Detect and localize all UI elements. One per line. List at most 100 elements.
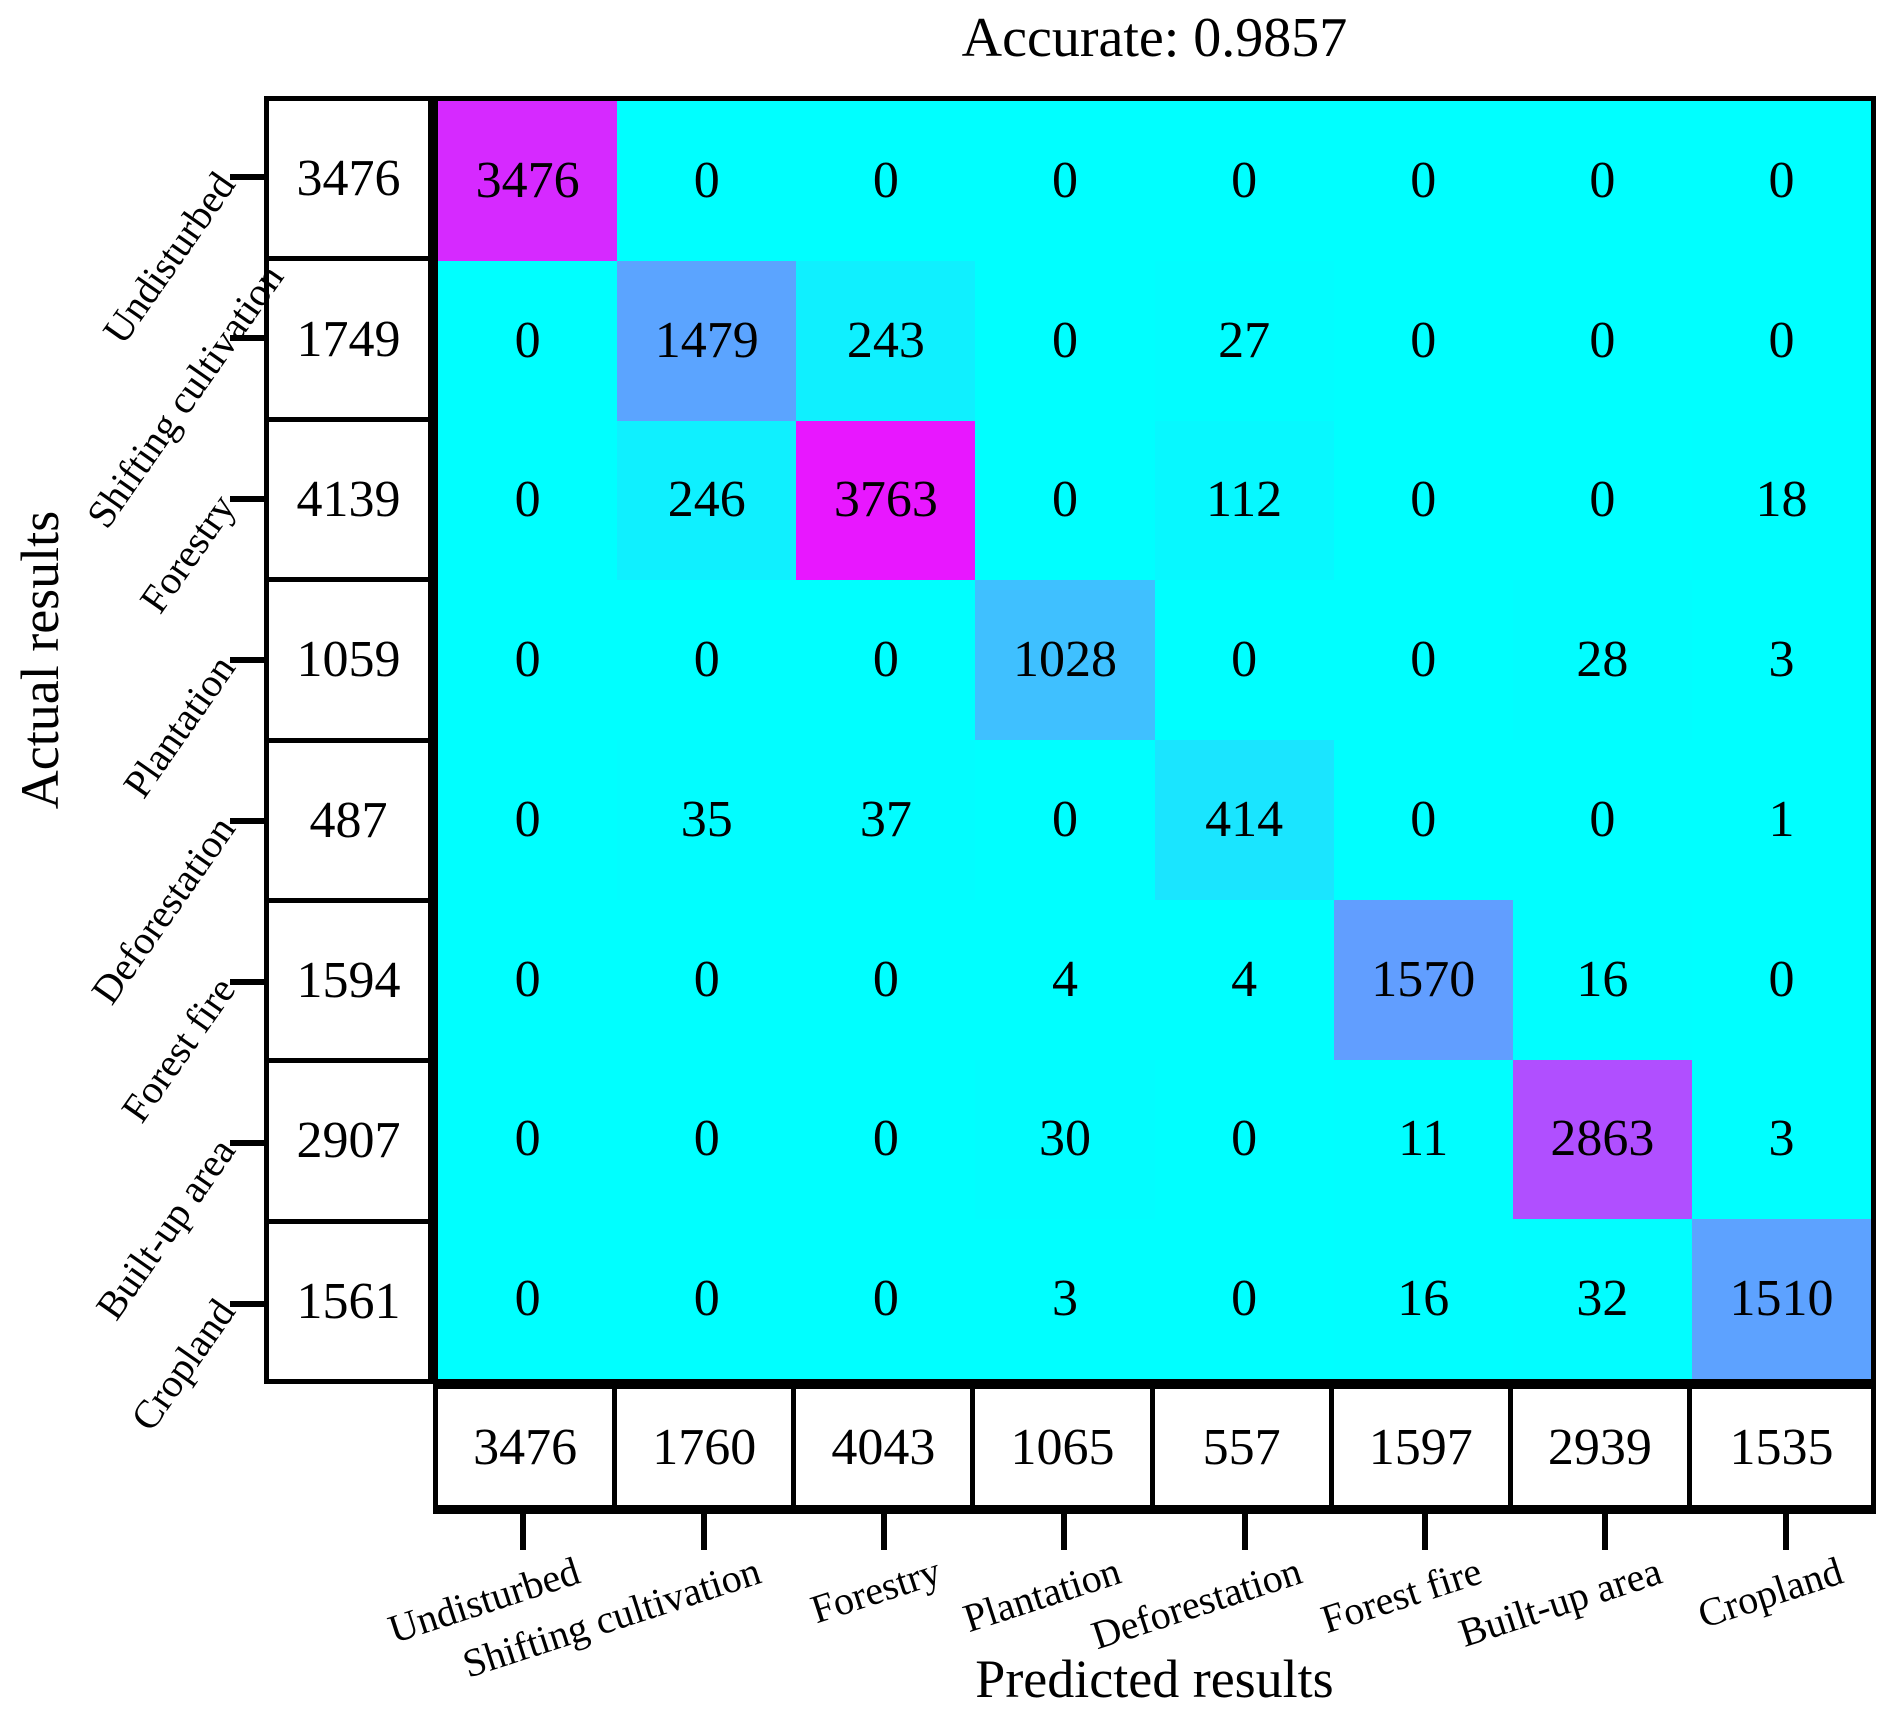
matrix-cell: 16 bbox=[1333, 1219, 1513, 1379]
x-axis-tick bbox=[1602, 1514, 1609, 1550]
row-sum-cell: 3476 bbox=[269, 101, 428, 262]
x-axis-tick bbox=[700, 1514, 707, 1550]
col-sum-cell: 1597 bbox=[1334, 1389, 1513, 1505]
row-sum-cell: 2907 bbox=[269, 1063, 428, 1224]
row-sum-cell: 1749 bbox=[269, 261, 428, 422]
matrix-cell: 1028 bbox=[975, 580, 1155, 740]
matrix-cell: 0 bbox=[438, 899, 618, 1060]
x-axis-title: Predicted results bbox=[975, 1649, 1334, 1709]
matrix-cell: 0 bbox=[617, 101, 797, 261]
matrix-cell: 0 bbox=[1154, 1219, 1334, 1379]
x-axis-tick bbox=[1061, 1514, 1068, 1550]
y-axis-tick bbox=[230, 1300, 264, 1307]
row-sum-cell: 4139 bbox=[269, 422, 428, 583]
matrix-cell: 2863 bbox=[1512, 1059, 1692, 1220]
y-axis-tick bbox=[230, 495, 264, 502]
x-axis-tick bbox=[520, 1514, 527, 1550]
matrix-cell: 0 bbox=[796, 899, 976, 1060]
matrix-cell: 0 bbox=[1333, 101, 1513, 261]
y-axis-tick bbox=[230, 173, 264, 180]
matrix-cell: 1479 bbox=[617, 260, 797, 421]
matrix-cell: 0 bbox=[796, 580, 976, 740]
matrix-cell: 0 bbox=[1512, 420, 1692, 581]
matrix-cell: 0 bbox=[438, 1219, 618, 1379]
col-sum-cell: 1535 bbox=[1729, 1418, 1834, 1476]
matrix-cell: 0 bbox=[1154, 1059, 1334, 1220]
row-sum-cell: 1561 bbox=[296, 1272, 401, 1330]
matrix-cell: 0 bbox=[1691, 101, 1871, 261]
matrix-cell: 27 bbox=[1154, 260, 1334, 421]
y-axis-tick bbox=[230, 656, 264, 663]
matrix-cell: 3 bbox=[1691, 1059, 1871, 1220]
matrix-cell: 0 bbox=[975, 101, 1155, 261]
matrix-cell: 0 bbox=[1512, 260, 1692, 421]
col-sum-cell: 4043 bbox=[796, 1389, 976, 1505]
row-sum-cell: 1594 bbox=[269, 903, 428, 1064]
matrix-cell: 0 bbox=[1333, 420, 1513, 581]
matrix-cell: 0 bbox=[1154, 580, 1334, 740]
col-sum-cell: 557 bbox=[1155, 1389, 1334, 1505]
matrix-cell: 0 bbox=[796, 1219, 976, 1379]
matrix-cell: 0 bbox=[438, 420, 618, 581]
y-axis-title: Actual results bbox=[10, 510, 70, 810]
matrix-cell: 16 bbox=[1512, 899, 1692, 1060]
matrix-cell: 0 bbox=[438, 580, 618, 740]
matrix-cell: 30 bbox=[975, 1059, 1155, 1220]
matrix-cell: 3763 bbox=[796, 420, 976, 581]
row-sum-cell: 487 bbox=[269, 743, 428, 903]
matrix-cell: 1510 bbox=[1691, 1219, 1871, 1379]
matrix-cell: 0 bbox=[617, 1059, 797, 1220]
matrix-cell: 3 bbox=[975, 1219, 1155, 1379]
matrix-cell: 0 bbox=[438, 1059, 618, 1220]
matrix-cell: 28 bbox=[1512, 580, 1692, 740]
x-axis-tick bbox=[1782, 1514, 1789, 1550]
matrix-cell: 0 bbox=[975, 740, 1155, 900]
chart-title: Accurate: 0.9857 bbox=[961, 7, 1348, 69]
y-axis-tick bbox=[230, 978, 264, 985]
matrix-cell: 0 bbox=[1333, 740, 1513, 900]
y-axis-tick bbox=[230, 1139, 264, 1146]
y-axis-tick bbox=[230, 817, 264, 824]
matrix-cell: 18 bbox=[1691, 420, 1871, 581]
matrix-cell: 11 bbox=[1333, 1059, 1513, 1220]
matrix-cell: 246 bbox=[617, 420, 797, 581]
matrix-cell: 0 bbox=[617, 899, 797, 1060]
x-axis-tick bbox=[1422, 1514, 1429, 1550]
matrix-cell: 0 bbox=[1512, 740, 1692, 900]
matrix-cell: 0 bbox=[438, 740, 618, 900]
x-axis-tick bbox=[880, 1514, 887, 1550]
matrix-cell: 0 bbox=[1333, 260, 1513, 421]
matrix-cell: 0 bbox=[617, 580, 797, 740]
matrix-cell: 0 bbox=[796, 101, 976, 261]
matrix-cell: 0 bbox=[438, 260, 618, 421]
matrix-cell: 0 bbox=[1333, 580, 1513, 740]
matrix-cell: 0 bbox=[1691, 260, 1871, 421]
matrix-cell: 0 bbox=[1512, 101, 1692, 261]
matrix-cell: 37 bbox=[796, 740, 976, 900]
y-axis-tick bbox=[230, 334, 264, 341]
col-sum-cell: 2939 bbox=[1513, 1389, 1692, 1505]
col-sum-cell: 1760 bbox=[617, 1389, 797, 1505]
matrix-cell: 243 bbox=[796, 260, 976, 421]
matrix-cell: 3 bbox=[1691, 580, 1871, 740]
matrix-cell: 32 bbox=[1512, 1219, 1692, 1379]
col-sums-row: 3476 1760 4043 1065 557 1597 2939 1535 bbox=[433, 1384, 1876, 1514]
matrix-cell: 4 bbox=[975, 899, 1155, 1060]
col-sum-cell: 1065 bbox=[975, 1389, 1155, 1505]
matrix-cell: 3476 bbox=[438, 101, 618, 261]
matrix-cell: 35 bbox=[617, 740, 797, 900]
matrix-cell: 0 bbox=[796, 1059, 976, 1220]
matrix-cell: 0 bbox=[1691, 899, 1871, 1060]
matrix-cell: 0 bbox=[1154, 101, 1334, 261]
matrix-cell: 414 bbox=[1154, 740, 1334, 900]
matrix-cell: 0 bbox=[975, 420, 1155, 581]
matrix-cell: 1 bbox=[1691, 740, 1871, 900]
matrix-cell: 0 bbox=[617, 1219, 797, 1379]
row-sum-cell: 1059 bbox=[269, 582, 428, 743]
matrix-cell: 112 bbox=[1154, 420, 1334, 581]
row-sums-column: 3476 1749 4139 1059 487 1594 2907 1561 bbox=[264, 96, 433, 1384]
matrix-cell: 4 bbox=[1154, 899, 1334, 1060]
x-axis-tick bbox=[1241, 1514, 1248, 1550]
col-sum-cell: 3476 bbox=[438, 1389, 618, 1505]
